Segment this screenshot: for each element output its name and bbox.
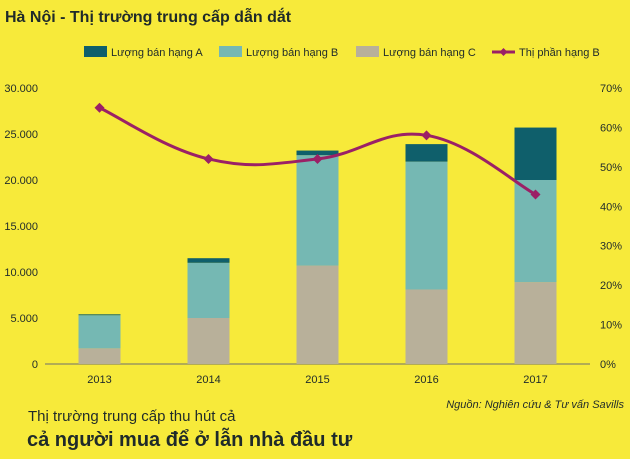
bar-series-b (296, 155, 339, 266)
left-axis-tick-label: 25.000 (4, 129, 38, 141)
bar-series-c (296, 265, 339, 364)
right-axis-tick-label: 0% (600, 359, 616, 371)
x-axis-tick-label: 2013 (87, 374, 111, 386)
legend-marker-series-d (499, 48, 508, 56)
right-axis-tick-label: 70% (600, 83, 622, 95)
right-axis-tick-label: 30% (600, 241, 622, 253)
bar-series-c (78, 348, 121, 364)
right-axis-tick-label: 50% (600, 162, 622, 174)
x-axis-tick-label: 2016 (414, 374, 438, 386)
x-axis-tick-label: 2017 (523, 374, 547, 386)
line-marker-series-d (530, 189, 541, 200)
bar-series-c (514, 282, 557, 364)
bar-series-a (296, 150, 339, 156)
legend-swatch-series-a (84, 46, 107, 57)
bar-series-a (514, 127, 557, 180)
chart-source: Nguồn: Nghiên cứu & Tư vấn Savills (446, 399, 624, 411)
right-axis-tick-label: 10% (600, 320, 622, 332)
caption-line-1: Thị trường trung cấp thu hút cả (28, 408, 236, 425)
legend-label-series-d: Thị phần hạng B (519, 47, 600, 59)
legend-swatch-series-b (219, 46, 242, 57)
legend-label-series-b: Lượng bán hạng B (246, 47, 338, 59)
bar-series-a (187, 258, 230, 263)
left-axis-tick-label: 15.000 (4, 221, 38, 233)
bar-series-a (405, 144, 448, 162)
caption-line-2: cả người mua để ở lẫn nhà đầu tư (27, 427, 353, 451)
left-axis-tick-label: 30.000 (4, 83, 38, 95)
legend-swatch-series-c (356, 46, 379, 57)
legend-label-series-c: Lượng bán hạng C (383, 47, 476, 59)
bar-series-b (405, 161, 448, 290)
left-axis-tick-label: 20.000 (4, 175, 38, 187)
line-marker-series-d (94, 102, 105, 113)
chart-title: Hà Nội - Thị trường trung cấp dẫn dắt (5, 7, 292, 26)
bar-series-a (78, 314, 121, 316)
x-axis-tick-label: 2015 (305, 374, 329, 386)
bar-series-c (405, 289, 448, 364)
left-axis-tick-label: 0 (32, 359, 38, 371)
bar-series-c (187, 318, 230, 364)
plot-area: 0 5.000 10.000 15.000 20.000 25.000 30.000 0% 10… (4, 83, 622, 386)
line-marker-series-d (312, 153, 323, 164)
legend: Lượng bán hạng A Lượng bán hạng B Lượng … (84, 46, 600, 59)
left-axis-tick-label: 5.000 (10, 313, 38, 325)
right-axis-tick-label: 40% (600, 201, 622, 213)
legend-label-series-a: Lượng bán hạng A (111, 47, 203, 59)
bar-series-b (78, 315, 121, 349)
line-marker-series-d (421, 130, 432, 141)
left-axis-tick-label: 10.000 (4, 267, 38, 279)
line-marker-series-d (203, 153, 214, 164)
right-axis-tick-label: 20% (600, 280, 622, 292)
right-axis-tick-label: 60% (600, 122, 622, 134)
bar-series-b (187, 262, 230, 318)
x-axis-tick-label: 2014 (196, 374, 220, 386)
